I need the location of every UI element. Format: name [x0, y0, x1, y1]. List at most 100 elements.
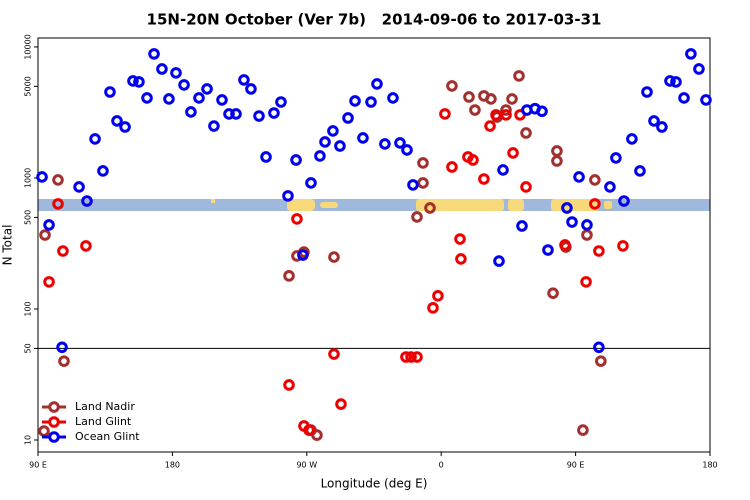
point [593, 245, 605, 257]
point [111, 115, 123, 127]
point [547, 287, 559, 299]
point [446, 80, 458, 92]
point [371, 78, 383, 90]
point [291, 213, 303, 225]
point [670, 76, 682, 88]
point [595, 355, 607, 367]
point [311, 429, 323, 441]
point [520, 127, 532, 139]
point [357, 132, 369, 144]
point [589, 198, 601, 210]
y-tick-label: 50 [24, 343, 33, 353]
point [36, 171, 48, 183]
point [148, 48, 160, 60]
point [342, 112, 354, 124]
point [238, 74, 250, 86]
point [365, 96, 377, 108]
x-tick-label: 90 W [296, 461, 317, 470]
point [641, 86, 653, 98]
point [387, 92, 399, 104]
point [446, 161, 458, 173]
map-strip [38, 199, 710, 211]
point [379, 138, 391, 150]
y-tick-label: 10000 [24, 34, 33, 59]
point [303, 424, 315, 436]
point [424, 202, 436, 214]
point [119, 121, 131, 133]
point [427, 302, 439, 314]
point [223, 108, 235, 120]
point [497, 164, 509, 176]
point [467, 154, 479, 166]
point [469, 104, 481, 116]
point [417, 177, 429, 189]
point [407, 179, 419, 191]
point [411, 211, 423, 223]
point [506, 93, 518, 105]
point [260, 151, 272, 163]
point [411, 351, 423, 363]
point [580, 276, 592, 288]
legend-label: Ocean Glint [75, 430, 140, 443]
point [648, 115, 660, 127]
point [283, 270, 295, 282]
point [275, 96, 287, 108]
point [319, 136, 331, 148]
point [394, 137, 406, 149]
point [573, 171, 585, 183]
point [327, 125, 339, 137]
point [133, 76, 145, 88]
point [500, 109, 512, 121]
point [493, 255, 505, 267]
point [401, 144, 413, 156]
point [73, 181, 85, 193]
point [52, 198, 64, 210]
point [626, 133, 638, 145]
y-axis-label: N Total [1, 225, 15, 266]
point [618, 195, 630, 207]
point [268, 107, 280, 119]
point [185, 106, 197, 118]
point [156, 63, 168, 75]
point [89, 133, 101, 145]
point [400, 351, 412, 363]
point [56, 341, 68, 354]
point [305, 177, 317, 189]
plot-frame [37, 37, 711, 453]
point [334, 140, 346, 152]
y-tick-label: 100 [24, 301, 33, 316]
legend-label: Land Nadir [75, 400, 135, 413]
point [490, 109, 502, 121]
point [604, 181, 616, 193]
point [589, 174, 601, 186]
point [43, 276, 55, 288]
point [170, 67, 182, 79]
x-axis-label: Longitude (deg E) [321, 477, 428, 491]
point [516, 220, 528, 232]
chart-title: 15N-20N October (Ver 7b) 2014-09-06 to 2… [147, 11, 602, 29]
point [230, 108, 242, 120]
point [520, 181, 532, 193]
legend-label: Land Glint [75, 415, 132, 428]
point [208, 120, 220, 132]
point [290, 154, 302, 166]
point [507, 147, 519, 159]
x-tick-label: 180 [165, 461, 180, 470]
point [297, 249, 309, 261]
point [439, 108, 451, 120]
point [559, 239, 571, 251]
x-tick-label: 90 E [567, 461, 585, 470]
point [283, 379, 295, 391]
point [700, 94, 712, 106]
point [463, 91, 475, 103]
point [245, 83, 257, 95]
point [405, 351, 417, 363]
point [282, 190, 294, 202]
point [664, 75, 676, 87]
point [610, 152, 622, 164]
x-tick-label: 0 [439, 461, 444, 470]
y-tick-label: 1000 [24, 168, 33, 188]
point [577, 424, 589, 436]
point [163, 93, 175, 105]
